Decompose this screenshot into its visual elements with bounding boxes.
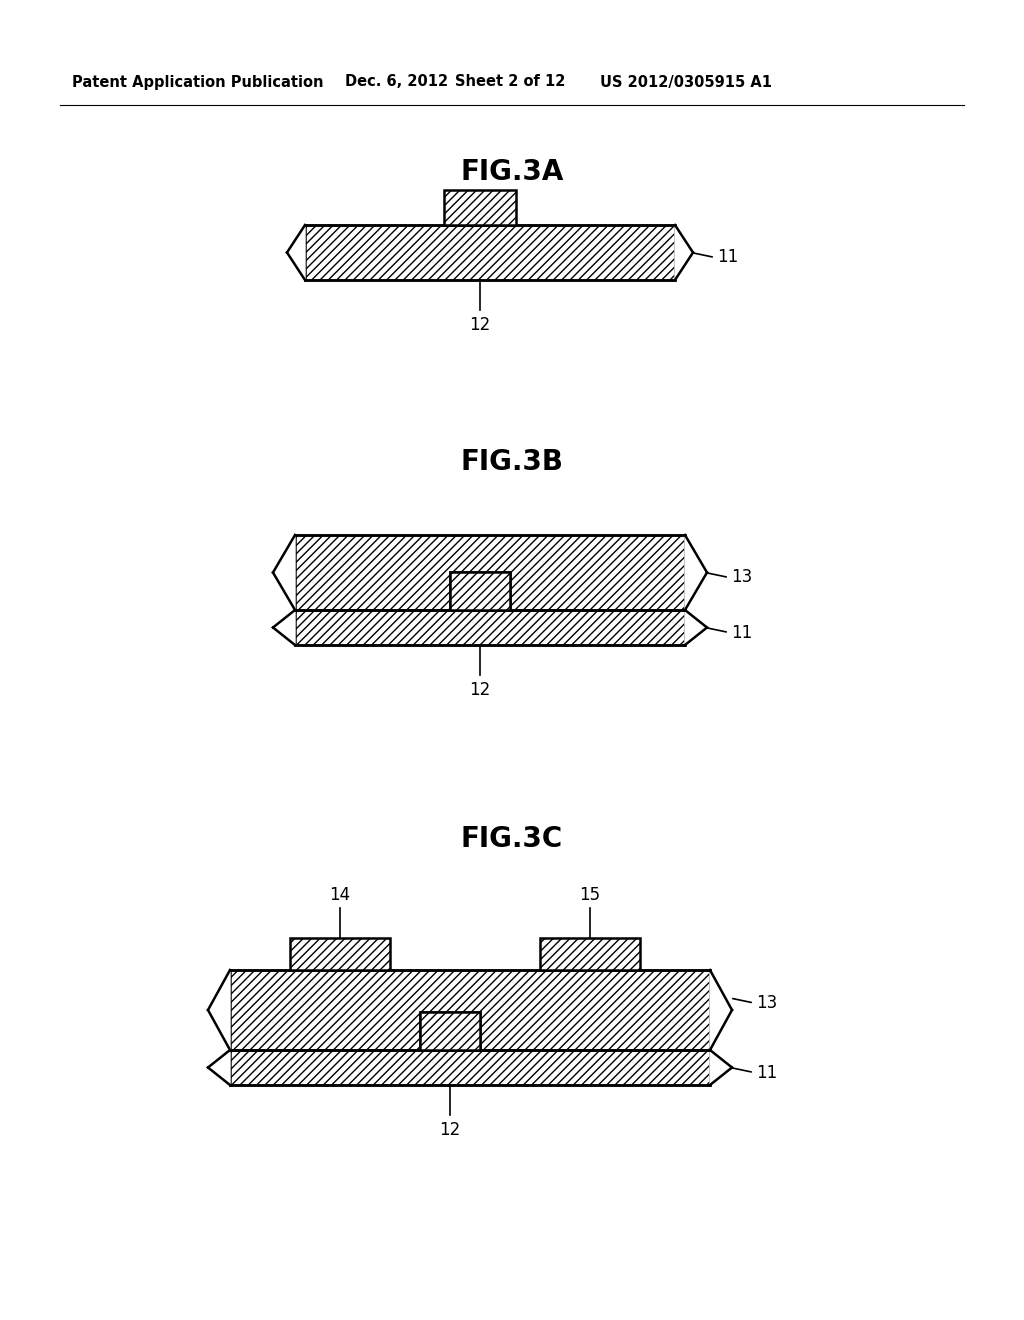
Text: Dec. 6, 2012: Dec. 6, 2012	[345, 74, 449, 90]
Bar	[290, 939, 390, 970]
Text: Sheet 2 of 12: Sheet 2 of 12	[455, 74, 565, 90]
Bar	[444, 190, 516, 224]
Bar	[295, 535, 685, 610]
Text: FIG.3C: FIG.3C	[461, 825, 563, 853]
Text: 13: 13	[756, 994, 777, 1012]
Polygon shape	[710, 970, 732, 1049]
Bar	[305, 224, 675, 280]
Polygon shape	[273, 535, 295, 610]
Text: 12: 12	[439, 1121, 461, 1139]
Text: US 2012/0305915 A1: US 2012/0305915 A1	[600, 74, 772, 90]
Polygon shape	[675, 224, 693, 280]
Polygon shape	[273, 610, 295, 645]
Polygon shape	[208, 1049, 230, 1085]
Text: 11: 11	[756, 1064, 777, 1081]
Text: FIG.3A: FIG.3A	[461, 158, 563, 186]
Text: 12: 12	[469, 315, 490, 334]
Polygon shape	[208, 970, 230, 1049]
Bar	[450, 572, 510, 610]
Bar	[230, 1049, 710, 1085]
Polygon shape	[685, 535, 707, 610]
Polygon shape	[710, 1049, 732, 1085]
Polygon shape	[685, 610, 707, 645]
Bar	[450, 572, 510, 610]
Bar	[420, 1012, 480, 1049]
Text: 12: 12	[469, 681, 490, 700]
Text: 11: 11	[717, 248, 738, 267]
Text: 14: 14	[330, 886, 350, 904]
Text: FIG.3B: FIG.3B	[461, 447, 563, 477]
Text: 11: 11	[731, 623, 753, 642]
Text: Patent Application Publication: Patent Application Publication	[72, 74, 324, 90]
Text: 15: 15	[580, 886, 600, 904]
Polygon shape	[287, 224, 305, 280]
Bar	[540, 939, 640, 970]
Text: 13: 13	[731, 569, 753, 586]
Bar	[420, 1012, 480, 1049]
Bar	[230, 970, 710, 1049]
Bar	[295, 610, 685, 645]
